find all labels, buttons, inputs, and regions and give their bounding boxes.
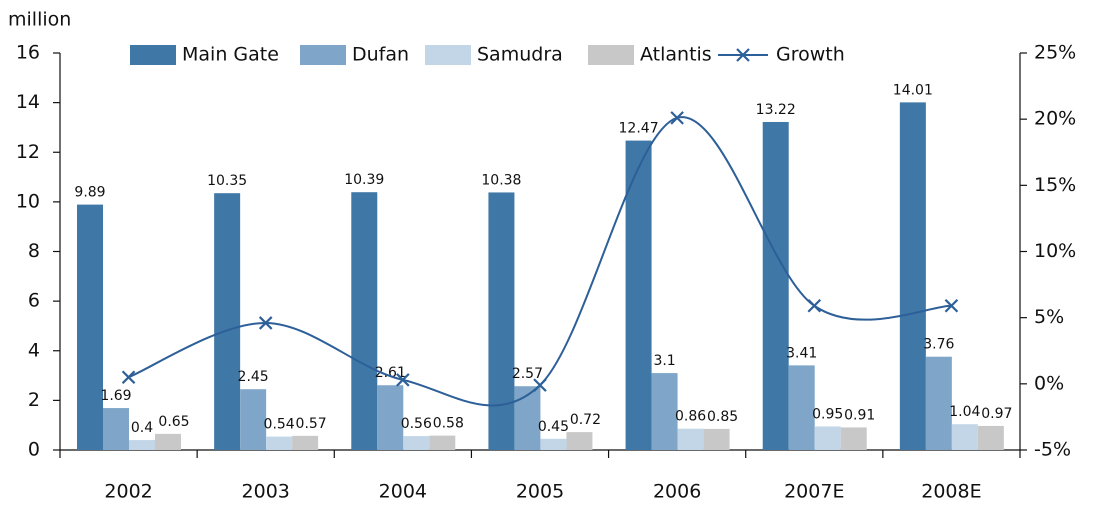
value-label: 1.69 — [100, 388, 131, 404]
growth-marker — [121, 370, 136, 384]
value-label: 10.38 — [481, 172, 521, 188]
bar — [514, 386, 541, 450]
y-tick-label: 8 — [28, 240, 40, 262]
y2-tick-label: -5% — [1034, 439, 1071, 461]
growth-marker — [258, 316, 273, 330]
bar — [899, 102, 926, 450]
value-label: 0.72 — [570, 412, 601, 428]
bar — [925, 356, 952, 450]
bar — [625, 140, 652, 450]
x-tick-label: 2003 — [242, 481, 290, 503]
value-label: 0.45 — [538, 419, 569, 435]
x-tick-label: 2007E — [784, 481, 844, 503]
growth-marker — [533, 378, 547, 392]
value-label: 0.97 — [981, 406, 1012, 422]
value-label: 10.39 — [344, 172, 384, 188]
value-label: 13.22 — [756, 102, 796, 118]
bar — [566, 432, 593, 450]
bar — [403, 436, 430, 450]
value-label: 0.91 — [844, 407, 875, 423]
legend-label: Growth — [776, 44, 845, 66]
value-label: 0.86 — [675, 409, 706, 425]
legend-swatch — [425, 45, 471, 65]
value-label: 3.76 — [923, 337, 954, 353]
bar — [703, 428, 730, 450]
y2-tick-label: 0% — [1034, 372, 1064, 394]
value-label: 0.85 — [707, 409, 738, 425]
legend-swatch — [300, 45, 346, 65]
value-label: 0.54 — [264, 417, 295, 433]
legend-label: Samudra — [477, 44, 563, 66]
value-label: 3.41 — [786, 345, 817, 361]
bar — [429, 435, 456, 450]
bar — [951, 424, 978, 450]
y-tick-label: 14 — [16, 91, 40, 113]
x-tick-label: 2005 — [516, 481, 564, 503]
bar — [266, 436, 293, 450]
x-tick-label: 2006 — [653, 481, 701, 503]
bar — [214, 193, 241, 451]
bar — [840, 427, 867, 450]
y-tick-label: 12 — [16, 141, 40, 163]
growth-marker — [396, 373, 410, 387]
bar — [377, 385, 404, 450]
bar — [977, 425, 1004, 450]
value-label: 2.45 — [238, 369, 269, 385]
value-label: 2.61 — [375, 365, 406, 381]
y2-tick-label: 20% — [1034, 108, 1076, 130]
value-label: 2.57 — [512, 366, 543, 382]
y2-tick-label: 10% — [1034, 240, 1076, 262]
bar — [488, 192, 515, 451]
growth-marker — [944, 298, 959, 313]
legend-swatch — [588, 45, 634, 65]
bar — [788, 365, 815, 450]
bar — [240, 389, 267, 450]
y-tick-label: 4 — [28, 339, 40, 361]
bar — [651, 373, 678, 450]
x-tick-label: 2004 — [379, 481, 427, 503]
value-label: 0.58 — [433, 416, 464, 432]
y-tick-label: 10 — [16, 190, 40, 212]
y2-tick-label: 25% — [1034, 42, 1076, 64]
value-label: 12.47 — [619, 121, 659, 137]
bar — [292, 435, 319, 450]
x-tick-label: 2002 — [104, 481, 152, 503]
y-tick-label: 16 — [16, 42, 40, 64]
value-label: 3.1 — [653, 353, 675, 369]
value-label: 0.95 — [812, 406, 843, 422]
legend-label: Main Gate — [182, 44, 279, 66]
growth-line — [128, 116, 952, 407]
bar — [77, 204, 103, 450]
bar — [540, 438, 567, 450]
value-label: 14.01 — [893, 82, 933, 98]
value-label: 0.65 — [158, 414, 189, 430]
growth-marker — [807, 298, 822, 313]
value-label: 0.4 — [131, 420, 153, 436]
growth-marker — [670, 111, 684, 125]
legend-label: Atlantis — [640, 44, 712, 66]
value-label: 9.89 — [74, 185, 105, 201]
y-tick-label: 6 — [28, 290, 40, 312]
bar — [351, 192, 378, 450]
legend-label: Dufan — [352, 44, 409, 66]
y2-tick-label: 15% — [1034, 174, 1076, 196]
value-label: 0.56 — [401, 416, 432, 432]
value-label: 10.35 — [207, 173, 247, 189]
x-tick-label: 2008E — [921, 481, 981, 503]
legend-swatch — [736, 48, 750, 62]
bar — [677, 428, 704, 450]
y-tick-label: 0 — [28, 439, 40, 461]
value-label: 0.57 — [296, 416, 327, 432]
y2-tick-label: 5% — [1034, 306, 1064, 328]
bar — [762, 121, 789, 450]
bar — [814, 426, 841, 450]
value-label: 1.04 — [949, 404, 980, 420]
legend-swatch — [130, 45, 176, 65]
bar — [129, 440, 155, 450]
bar — [155, 433, 181, 450]
bar — [103, 408, 129, 450]
y-tick-label: 2 — [28, 389, 40, 411]
y-axis-label: million — [8, 9, 71, 31]
